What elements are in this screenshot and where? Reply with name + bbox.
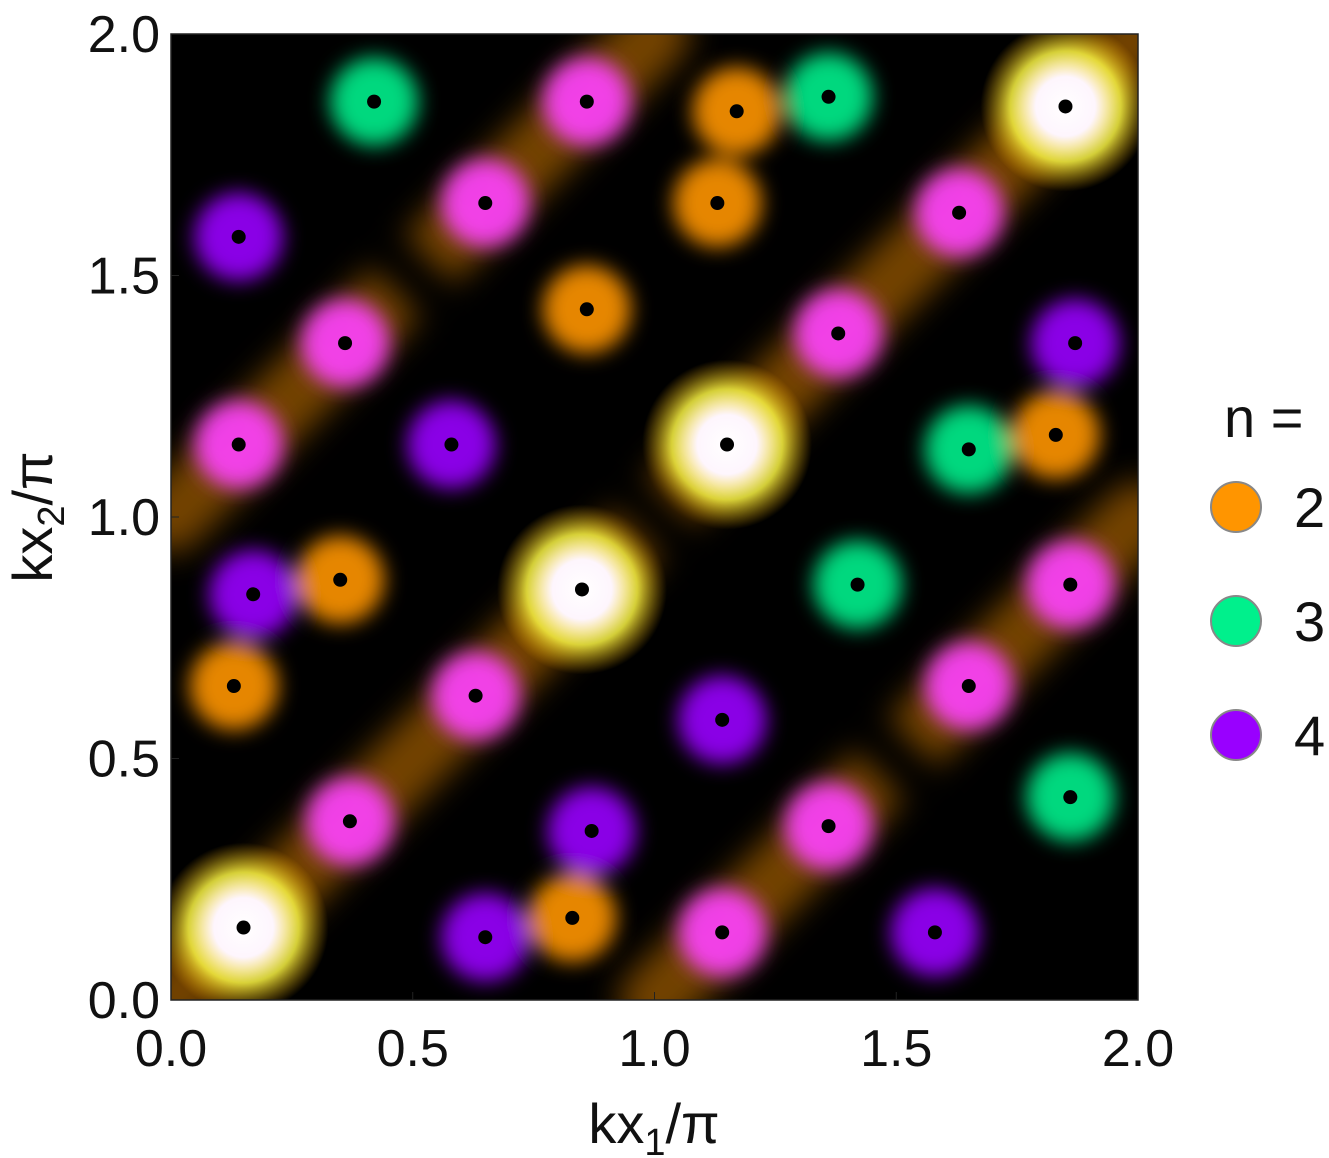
data-point (478, 196, 493, 211)
data-point (821, 819, 836, 834)
data-point (444, 437, 459, 452)
legend-swatch (1210, 709, 1262, 761)
data-point (231, 437, 246, 452)
data-point (565, 910, 580, 925)
data-point (710, 196, 725, 211)
data-point (821, 89, 836, 104)
data-point (927, 925, 942, 940)
hotspot (980, 34, 1138, 192)
data-point (579, 94, 594, 109)
legend-entries: 2 3 4 (1210, 476, 1325, 767)
data-point (952, 205, 967, 220)
legend: n = 2 3 4 (1210, 386, 1325, 767)
data-point (574, 582, 589, 597)
data-point (715, 925, 730, 940)
legend-title: n = (1224, 386, 1303, 449)
x-tick-label: 1.5 (860, 1020, 932, 1078)
data-point (579, 302, 594, 317)
data-point (1048, 427, 1063, 442)
legend-label: 2 (1294, 476, 1325, 539)
data-point (720, 437, 735, 452)
data-point (1063, 790, 1078, 805)
marker-points (226, 89, 1083, 945)
data-point (1058, 99, 1073, 114)
data-point (342, 814, 357, 829)
data-point (338, 336, 353, 351)
x-tick-label: 2.0 (1102, 1020, 1174, 1078)
data-point (961, 442, 976, 457)
x-tick-labels: 0.0 0.5 1.0 1.5 2.0 (135, 1020, 1174, 1078)
x-axis-label: kx1/π (588, 1092, 719, 1158)
data-point (584, 823, 599, 838)
y-tick-label: 0.5 (88, 731, 160, 789)
data-point (961, 679, 976, 694)
data-point (1063, 577, 1078, 592)
legend-label: 4 (1294, 704, 1325, 767)
hotspot (171, 842, 329, 1000)
legend-swatch (1210, 595, 1262, 647)
y-tick-label: 1.0 (88, 489, 160, 547)
y-tick-label: 1.5 (88, 248, 160, 306)
anti-diagonal-line (171, 34, 1138, 1000)
data-point (226, 679, 241, 694)
y-tick-label: 2.0 (88, 6, 160, 64)
hotspots (171, 34, 1138, 1000)
data-point (850, 577, 865, 592)
data-point (831, 326, 846, 341)
data-point (468, 688, 483, 703)
anti-diagonal-dark-band (171, 34, 1138, 1000)
data-point (1068, 336, 1083, 351)
x-tick-label: 0.5 (377, 1020, 449, 1078)
x-tick-label: 0.0 (135, 1020, 207, 1078)
data-point (729, 104, 744, 119)
x-tick-label: 1.0 (618, 1020, 690, 1078)
data-point (715, 712, 730, 727)
y-axis-label: kx2/π (1, 451, 73, 582)
legend-label: 3 (1294, 590, 1325, 653)
legend-swatch (1210, 481, 1262, 533)
data-point (231, 229, 246, 244)
data-point (367, 94, 382, 109)
data-point (246, 587, 261, 602)
y-tick-label: 0.0 (88, 972, 160, 1030)
data-point (236, 920, 251, 935)
data-point (333, 572, 348, 587)
heatmap-area (171, 34, 1138, 1000)
tick-marks (170, 33, 1139, 1001)
y-tick-labels: 0.0 0.5 1.0 1.5 2.0 (88, 6, 160, 1030)
data-point (478, 930, 493, 945)
